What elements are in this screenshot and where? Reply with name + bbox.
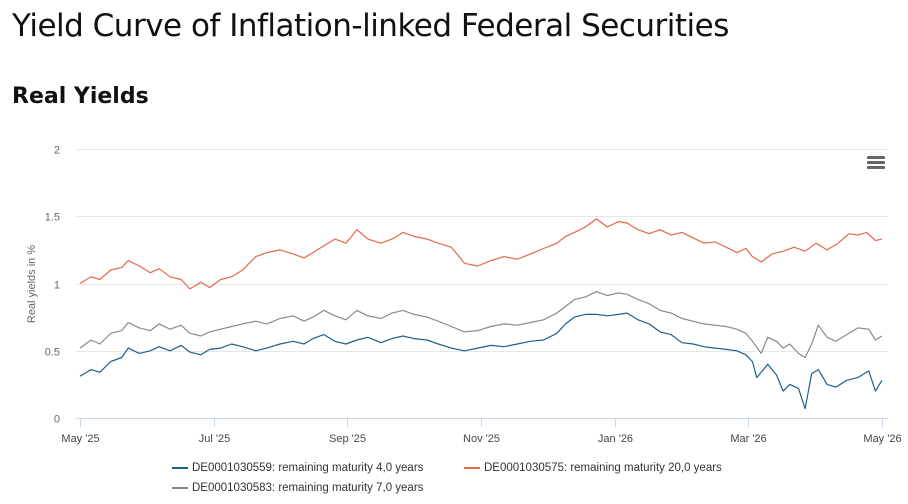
y-tick-label: 1 [54,280,60,292]
page-title: Yield Curve of Inflation-linked Federal … [12,8,729,44]
y-tick-label: 0.5 [45,347,60,359]
y-axis-label: Real yields in % [26,245,38,323]
grid-lines [76,149,888,352]
series-line-3[interactable] [79,291,883,359]
y-tick-label: 1.5 [45,212,60,224]
axes: 0 0.5 1 1.5 2 May '25 Jul '25 Sep '25 Nov '25 Jan… [45,145,902,446]
legend-label: DE0001030583: remaining maturity 7,0 yea… [192,482,424,494]
legend-item-series-2[interactable]: DE0001030575: remaining maturity 20,0 ye… [464,462,722,474]
x-tick-label: Jul '25 [199,433,230,445]
legend-swatch [172,467,188,469]
legend-item-series-3[interactable]: DE0001030583: remaining maturity 7,0 yea… [172,482,423,494]
series-lines[interactable] [79,218,883,410]
x-tick-label: Nov '25 [463,433,500,445]
series-line-1[interactable] [79,312,883,410]
x-tick-label: May '25 [61,433,99,445]
section-title: Real Yields [12,84,149,109]
x-tick-label: Mar '26 [730,433,766,445]
chart-menu-button[interactable] [865,154,887,172]
legend-label: DE0001030559: remaining maturity 4,0 yea… [192,462,424,474]
y-tick-label: 0 [54,414,60,426]
hamburger-menu-icon [867,156,885,159]
series-line-2[interactable] [79,218,883,290]
legend-swatch [172,487,188,489]
x-tick-label: May '26 [863,433,901,445]
x-tick-label: Jan '26 [598,433,633,445]
legend-item-series-1[interactable]: DE0001030559: remaining maturity 4,0 yea… [172,462,423,474]
legend-swatch [464,467,480,469]
x-tick-label: Sep '25 [329,433,366,445]
y-tick-label: 2 [54,145,60,157]
legend-label: DE0001030575: remaining maturity 20,0 ye… [484,462,722,474]
